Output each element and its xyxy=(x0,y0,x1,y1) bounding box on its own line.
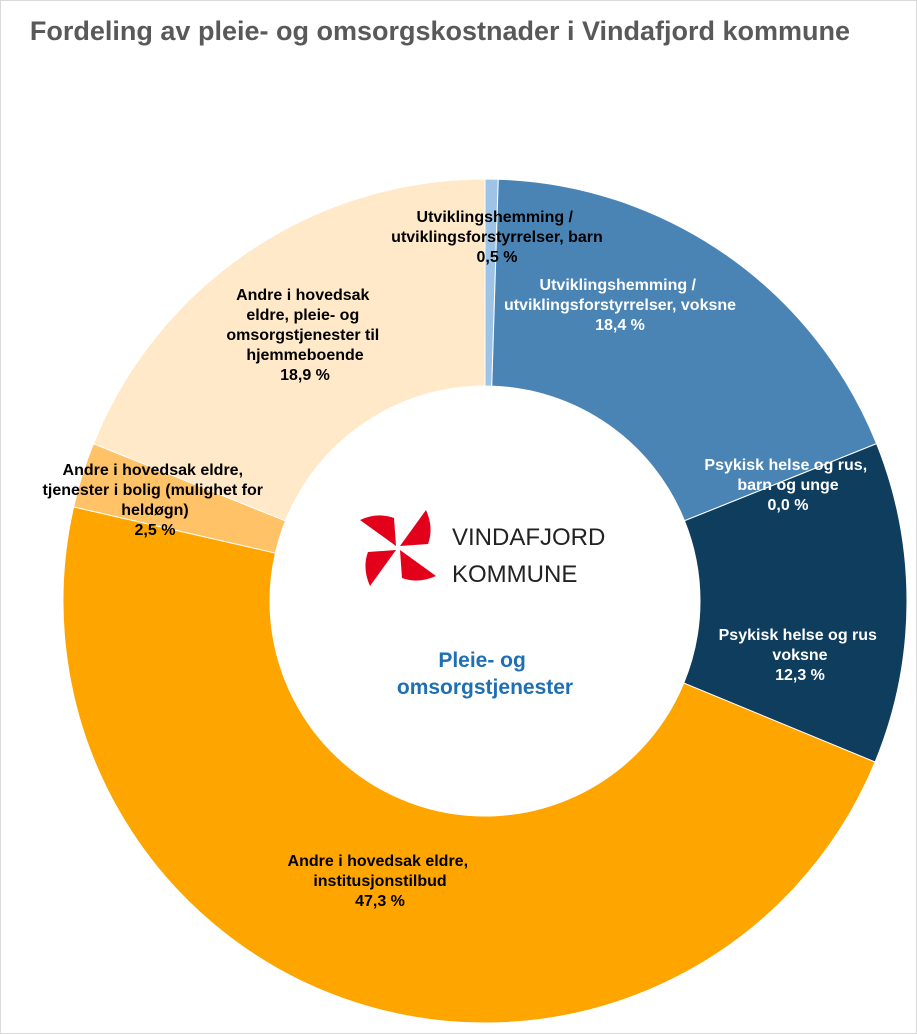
slice-label: Utviklingshemming / utviklingsforstyrrel… xyxy=(391,209,603,246)
center-label: Pleie- og omsorgstjenester xyxy=(397,649,573,699)
slice-label: Andre i hovedsak eldre, institusjonstilb… xyxy=(288,853,473,890)
slice-label: Utviklingshemming / utviklingsforstyrrel… xyxy=(504,277,736,314)
slices xyxy=(62,178,908,1024)
value-label: 0,5 % xyxy=(477,249,518,266)
chart-title: Fordeling av pleie- og omsorgskostnader … xyxy=(30,16,850,46)
slice-label: Andre i hovedsak eldre, tjenester i boli… xyxy=(43,462,268,519)
slice xyxy=(92,178,486,522)
value-label: 47,3 % xyxy=(355,893,405,910)
labels: Utviklingshemming / utviklingsforstyrrel… xyxy=(43,209,882,910)
slice-label: Psykisk helse og rus voksne xyxy=(719,627,882,664)
value-label: 18,4 % xyxy=(595,317,645,334)
logo-text: KOMMUNE xyxy=(452,561,577,588)
value-label: 18,9 % xyxy=(280,367,330,384)
value-label: 2,5 % xyxy=(135,522,176,539)
logo-icon xyxy=(360,510,436,586)
value-label: 12,3 % xyxy=(775,667,825,684)
value-label: 0,0 % xyxy=(768,497,809,514)
slice xyxy=(491,178,878,522)
logo-text: VINDAFJORD xyxy=(452,524,605,551)
slice-label: Andre i hovedsak eldre, pleie- og omsorg… xyxy=(226,287,383,364)
slice-label: Psykisk helse og rus, barn og unge xyxy=(704,457,871,494)
slice xyxy=(62,506,876,1024)
slice xyxy=(683,443,908,763)
